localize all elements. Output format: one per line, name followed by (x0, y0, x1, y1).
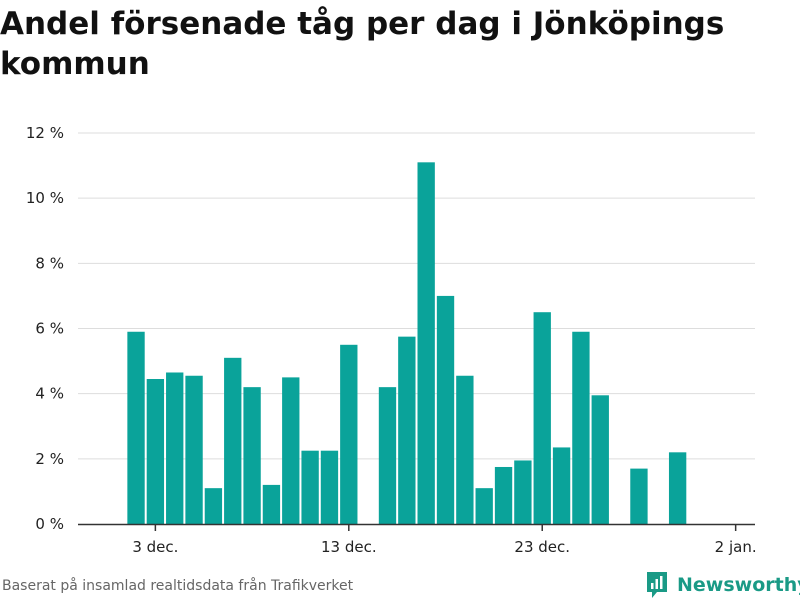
x-tick-labels: 3 dec. 13 dec. 23 dec. 2 jan. (132, 538, 756, 556)
x-tick-label: 3 dec. (132, 538, 178, 556)
bar (668, 452, 687, 524)
x-tick-label: 23 dec. (514, 538, 570, 556)
bar (417, 162, 435, 524)
x-axis (78, 523, 755, 531)
y-tick-label: 12 % (26, 124, 64, 142)
bar (456, 375, 474, 524)
bar (378, 387, 397, 524)
bar (340, 344, 358, 524)
x-tick-label: 13 dec. (321, 538, 377, 556)
y-tick-label: 2 % (35, 450, 64, 468)
bar (494, 466, 513, 524)
bar (533, 312, 551, 524)
brand-logo: Newsworthy (645, 570, 800, 600)
bar (282, 377, 300, 524)
bar (591, 395, 609, 524)
bar (398, 336, 416, 524)
bars (127, 162, 687, 524)
bar (146, 379, 165, 524)
y-tick-labels: 0 % 2 % 4 % 6 % 8 % 10 % 12 % (26, 124, 64, 533)
y-tick-label: 0 % (35, 515, 64, 533)
bar (243, 387, 261, 524)
y-tick-label: 10 % (26, 189, 64, 207)
bar (185, 375, 203, 524)
bar (301, 450, 319, 524)
page-title: Andel försenade tåg per dag i Jönköpings… (0, 6, 725, 82)
bar (224, 357, 242, 524)
newsworthy-logo-icon (647, 572, 667, 598)
bar (630, 468, 648, 524)
bar (552, 447, 571, 524)
y-tick-label: 4 % (35, 385, 64, 403)
bar (436, 295, 455, 524)
bar (127, 331, 145, 524)
bar (475, 488, 493, 524)
bar (166, 372, 184, 524)
bar (320, 450, 339, 524)
source-note: Baserat på insamlad realtidsdata från Tr… (2, 578, 354, 594)
bar (204, 488, 223, 524)
y-tick-label: 8 % (35, 254, 64, 272)
y-tick-label: 6 % (35, 320, 64, 338)
brand-name: Newsworthy (677, 574, 800, 596)
bar (262, 484, 281, 524)
bar (572, 331, 590, 524)
bar (514, 460, 532, 524)
x-tick-label: 2 jan. (715, 538, 757, 556)
